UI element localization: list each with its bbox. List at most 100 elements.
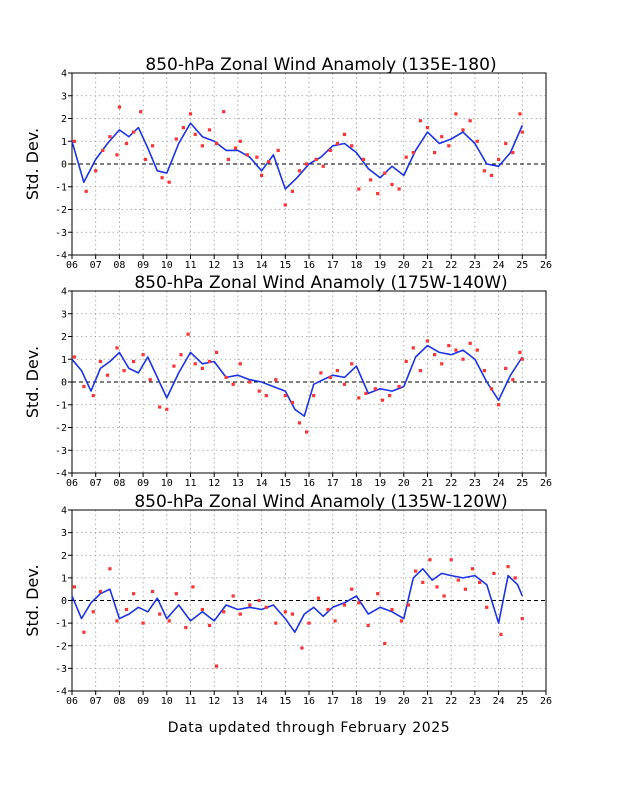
x-tick-label: 13 <box>232 260 244 271</box>
data-point <box>399 619 403 623</box>
data-point <box>383 171 387 175</box>
data-point <box>174 137 178 141</box>
data-point <box>373 387 377 391</box>
data-point <box>297 421 302 425</box>
x-tick-label: 15 <box>279 696 291 707</box>
data-point <box>425 339 430 343</box>
data-point <box>504 141 508 146</box>
x-tick-label: 22 <box>445 260 457 271</box>
x-tick-label: 06 <box>66 478 78 489</box>
data-point <box>207 623 212 627</box>
x-tick-label: 15 <box>279 478 291 489</box>
data-point <box>132 359 136 364</box>
data-point <box>257 389 261 393</box>
data-point <box>226 157 230 161</box>
data-point <box>200 607 204 612</box>
x-tick-label: 26 <box>540 260 552 271</box>
y-axis-label: Std. Dev. <box>23 128 42 200</box>
y-tick-label: 3 <box>61 91 67 102</box>
data-point <box>321 164 325 168</box>
data-point <box>200 366 204 370</box>
x-tick-label: 08 <box>113 478 125 489</box>
data-point <box>98 359 102 364</box>
x-tick-label: 20 <box>398 260 410 271</box>
data-point <box>276 148 280 152</box>
x-tick-label: 24 <box>493 260 505 271</box>
y-tick-label: 1 <box>61 355 67 366</box>
x-tick-label: 11 <box>184 478 196 489</box>
data-point <box>335 369 339 373</box>
chart-title: 850-hPa Zonal Wind Anamoly (135E-180) <box>145 55 496 75</box>
data-point <box>511 151 515 155</box>
x-tick-label: 22 <box>445 696 457 707</box>
data-point <box>435 585 439 589</box>
data-point <box>238 612 242 616</box>
x-tick-label: 24 <box>493 478 505 489</box>
data-point <box>390 182 394 187</box>
data-point <box>151 144 155 148</box>
y-tick-label: -2 <box>55 641 67 652</box>
x-tick-label: 16 <box>303 696 315 707</box>
data-point <box>425 126 430 130</box>
data-point <box>132 592 136 596</box>
data-point <box>222 110 226 114</box>
data-point <box>141 353 145 357</box>
data-point <box>257 598 261 603</box>
data-point <box>215 350 219 354</box>
data-point <box>376 592 380 596</box>
x-tick-label: 25 <box>516 696 528 707</box>
data-point <box>231 382 235 386</box>
data-point <box>470 567 475 571</box>
data-point <box>513 576 517 580</box>
data-point <box>238 362 242 366</box>
data-point <box>397 384 401 389</box>
y-tick-label: -2 <box>55 423 67 434</box>
data-point <box>518 350 522 354</box>
data-point <box>428 558 432 562</box>
data-point <box>297 169 302 173</box>
data-point <box>283 203 287 207</box>
data-point <box>174 592 178 596</box>
data-point <box>124 607 129 612</box>
data-point <box>404 155 408 159</box>
data-point <box>411 151 415 155</box>
data-point <box>461 128 465 132</box>
data-point <box>350 587 354 591</box>
x-tick-label: 19 <box>374 696 386 707</box>
data-point <box>376 192 380 196</box>
chart-title: 850-hPa Zonal Wind Anamoly (135W-120W) <box>134 492 507 512</box>
data-point <box>184 626 188 630</box>
data-point <box>520 130 524 134</box>
data-point <box>497 157 501 161</box>
data-point <box>468 119 472 123</box>
data-point <box>421 580 425 584</box>
data-point <box>397 187 401 191</box>
data-point <box>454 112 458 116</box>
data-point <box>520 617 524 621</box>
data-point <box>181 126 185 130</box>
data-point <box>475 139 479 143</box>
data-point <box>84 189 88 193</box>
y-tick-label: 3 <box>61 528 67 539</box>
data-point <box>72 355 76 359</box>
data-point <box>520 357 524 361</box>
x-tick-label: 26 <box>540 478 552 489</box>
data-point <box>497 403 501 407</box>
x-tick-label: 08 <box>113 696 125 707</box>
data-point <box>186 332 190 336</box>
x-tick-label: 25 <box>516 260 528 271</box>
data-point <box>433 353 437 357</box>
data-point <box>267 160 271 164</box>
x-tick-label: 19 <box>374 478 386 489</box>
data-point <box>260 173 264 177</box>
data-point <box>475 348 479 352</box>
data-point <box>463 587 467 591</box>
data-point <box>305 430 309 434</box>
x-tick-label: 26 <box>540 696 552 707</box>
data-point <box>506 565 510 569</box>
data-point <box>326 607 330 612</box>
data-point <box>350 144 354 148</box>
data-point <box>290 400 294 405</box>
